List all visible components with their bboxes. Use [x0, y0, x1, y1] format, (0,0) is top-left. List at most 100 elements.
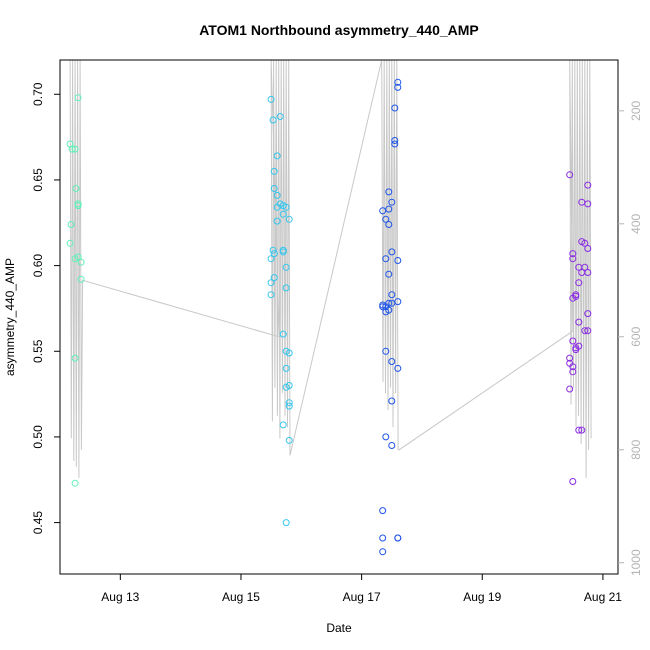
y2-tick-label: 1000: [629, 549, 643, 576]
data-point: [282, 203, 290, 211]
data-point: [77, 275, 85, 283]
data-point: [566, 385, 574, 393]
data-point: [584, 327, 592, 335]
data-point: [388, 442, 396, 449]
x-tick-label: Aug 17: [343, 590, 381, 604]
data-point: [382, 347, 390, 355]
data-point: [581, 263, 589, 271]
data-point: [382, 215, 390, 223]
depth-line: [69, 59, 592, 479]
data-point: [273, 217, 281, 225]
y-axis-right: 200 400 600 800 1000: [618, 101, 643, 576]
data-point: [77, 258, 85, 266]
data-point: [394, 364, 402, 372]
x-axis-label: Date: [326, 621, 352, 635]
y-axis-left: 0.45 0.50 0.55 0.60 0.65 0.70: [31, 82, 60, 534]
series-3: [379, 78, 402, 556]
y-tick-label: 0.45: [31, 511, 45, 535]
data-point: [273, 191, 281, 199]
data-point: [279, 421, 287, 429]
data-point: [285, 382, 293, 389]
y2-tick-label: 400: [629, 213, 643, 233]
data-point: [72, 185, 80, 192]
y-tick-label: 0.50: [31, 425, 45, 449]
chart-title: ATOM1 Northbound asymmetry_440_AMP: [199, 22, 479, 38]
data-point: [66, 239, 74, 247]
data-point: [270, 167, 278, 175]
data-point: [385, 221, 393, 228]
data-point: [385, 299, 393, 307]
data-point: [379, 534, 387, 542]
data-point: [282, 263, 290, 271]
data-point: [578, 426, 586, 434]
y-axis-label: asymmetry_440_AMP: [3, 258, 17, 376]
data-point: [388, 397, 396, 405]
data-point: [581, 327, 589, 335]
data-point: [394, 534, 402, 542]
y-tick-label: 0.55: [31, 339, 45, 363]
data-point: [71, 354, 79, 362]
data-point: [391, 104, 399, 112]
y-tick-label: 0.60: [31, 254, 45, 278]
data-point: [575, 279, 583, 287]
data-point: [391, 137, 399, 144]
data-point: [71, 145, 79, 153]
data-point: [285, 349, 293, 357]
plot-frame: [59, 59, 619, 575]
data-point: [584, 310, 592, 318]
data-point: [68, 145, 76, 153]
data-point: [581, 239, 589, 247]
data-point: [575, 318, 583, 326]
series-1: [66, 94, 85, 487]
data-point: [569, 363, 577, 371]
data-point: [285, 399, 293, 407]
data-point: [572, 292, 580, 300]
data-point: [282, 364, 290, 372]
data-point: [572, 346, 580, 354]
data-point: [270, 250, 278, 258]
data-point: [388, 198, 396, 206]
data-point: [569, 250, 577, 258]
data-point: [388, 248, 396, 256]
data-point: [391, 140, 399, 148]
data-point: [282, 284, 290, 292]
y2-tick-label: 600: [629, 326, 643, 346]
data-point: [394, 78, 402, 86]
data-point: [282, 519, 290, 527]
data-point: [276, 113, 284, 120]
data-point: [382, 255, 390, 263]
y2-tick-label: 800: [629, 439, 643, 459]
data-point: [67, 221, 75, 228]
data-point: [569, 368, 577, 376]
data-point: [267, 255, 275, 263]
data-point: [584, 200, 592, 208]
data-point: [566, 171, 574, 179]
data-point: [385, 270, 393, 278]
data-point: [578, 269, 586, 276]
x-tick-label: Aug 15: [222, 590, 260, 604]
data-point: [270, 274, 278, 282]
x-axis: Aug 13 Aug 15 Aug 17 Aug 19 Aug 21: [101, 574, 622, 604]
data-point: [270, 185, 278, 192]
data-point: [385, 188, 393, 196]
data-point: [388, 358, 396, 365]
data-point: [379, 507, 387, 515]
data-point: [285, 215, 293, 223]
data-point: [566, 354, 574, 362]
data-point: [575, 426, 583, 434]
data-point: [394, 257, 402, 264]
data-point: [382, 308, 390, 316]
data-point: [74, 253, 82, 261]
depth-line-layer: [69, 59, 592, 479]
data-point: [74, 200, 82, 208]
data-point: [267, 95, 275, 103]
data-point: [267, 291, 275, 299]
data-point: [379, 303, 387, 311]
data-point: [285, 402, 293, 410]
x-tick-label: Aug 13: [101, 590, 139, 604]
data-point: [388, 299, 396, 307]
x-tick-label: Aug 19: [463, 590, 501, 604]
data-point: [379, 548, 387, 556]
